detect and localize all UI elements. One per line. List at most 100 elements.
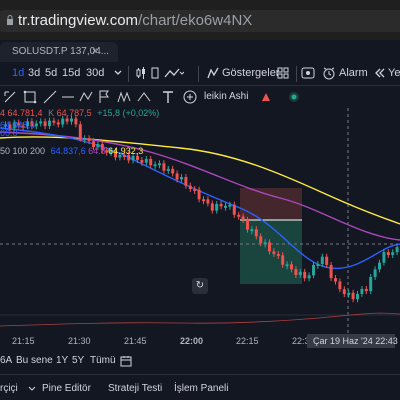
candle-body[interactable] [334, 278, 337, 282]
take-profit-zone[interactable] [240, 220, 302, 284]
bars-icon[interactable] [148, 66, 162, 80]
flag-icon[interactable] [96, 89, 112, 105]
interval-15d-button[interactable]: 15d [62, 67, 81, 79]
reset-chart-icon[interactable]: ↻ [192, 278, 208, 294]
candle-body[interactable] [118, 154, 122, 158]
replay-icon[interactable] [374, 67, 386, 79]
candle-body[interactable] [373, 269, 377, 278]
range-ytd-button[interactable]: Bu sene [16, 355, 53, 366]
candle-body[interactable] [276, 253, 280, 256]
indicators-button[interactable]: Göstergeler [222, 67, 280, 79]
interval-3d-button[interactable]: 3d [28, 67, 41, 79]
candle-body[interactable] [8, 124, 12, 129]
ma-fast-line[interactable] [0, 127, 400, 270]
text-tool-icon[interactable] [160, 89, 176, 105]
candle-body[interactable] [26, 121, 29, 127]
candle-body[interactable] [329, 264, 333, 279]
candle-body[interactable] [48, 120, 51, 127]
candle-body[interactable] [171, 168, 175, 174]
candle-body[interactable] [210, 203, 214, 211]
candle-body[interactable] [395, 247, 399, 253]
candle-body[interactable] [39, 121, 43, 124]
candle-body[interactable] [158, 163, 161, 166]
candle-body[interactable] [268, 242, 271, 252]
alarm-clock-icon[interactable] [322, 66, 336, 80]
price-chart[interactable]: 4 64.781,4 K 64.787,5 +15,8 (+0,02%) 64.… [0, 108, 400, 334]
candle-body[interactable] [127, 154, 131, 161]
candle-body[interactable] [316, 263, 320, 266]
candle-body[interactable] [351, 292, 355, 300]
horizontal-line-icon[interactable] [60, 89, 76, 105]
candle-body[interactable] [114, 150, 117, 158]
replay-button[interactable]: Ye [388, 67, 400, 79]
tab-solusdt[interactable]: SOLUSDT.P 137,04... × [0, 42, 118, 62]
candle-body[interactable] [219, 203, 223, 207]
candle-body[interactable] [56, 122, 60, 125]
candle-body[interactable] [83, 138, 87, 141]
range-6m-button[interactable]: 6A [0, 355, 13, 366]
candle-body[interactable] [391, 252, 395, 255]
candle-body[interactable] [188, 185, 192, 190]
range-all-button[interactable]: Tümü [90, 355, 116, 366]
stop-loss-zone[interactable] [240, 188, 302, 220]
candle-body[interactable] [246, 219, 249, 230]
candle-body[interactable] [92, 141, 95, 148]
candle-body[interactable] [61, 118, 65, 125]
candle-body[interactable] [96, 143, 100, 148]
candle-body[interactable] [281, 255, 285, 265]
zigzag-icon[interactable] [116, 89, 132, 105]
candle-body[interactable] [52, 120, 56, 123]
candle-body[interactable] [206, 199, 210, 204]
candle-body[interactable] [21, 125, 25, 128]
candle-body[interactable] [360, 288, 364, 294]
candle-body[interactable] [17, 122, 21, 126]
address-field[interactable] [0, 10, 400, 32]
candle-body[interactable] [325, 256, 329, 265]
rectangle-select-icon[interactable] [22, 89, 38, 105]
line-chart-icon[interactable] [164, 66, 184, 80]
candle-body[interactable] [175, 173, 179, 180]
time-axis[interactable]: 21:15 21:30 21:45 22:00 22:15 22:3 Çar 1… [0, 334, 400, 348]
candle-body[interactable] [144, 158, 148, 163]
candle-body[interactable] [378, 262, 381, 270]
candle-body[interactable] [153, 164, 157, 167]
candle-body[interactable] [4, 124, 7, 127]
candle-body[interactable] [237, 214, 241, 217]
candle-body[interactable] [30, 121, 34, 127]
candle-body[interactable] [356, 293, 359, 300]
candle-body[interactable] [298, 271, 302, 275]
candle-body[interactable] [100, 143, 104, 151]
legend-row-ma[interactable]: 50 100 200 64.837,6 64.8 64.932,3 [0, 146, 144, 156]
candle-body[interactable] [272, 251, 276, 254]
chart-type-label[interactable]: leikin Ashi [204, 91, 249, 102]
interval-5d-button[interactable]: 5d [45, 67, 58, 79]
candle-body[interactable] [136, 156, 139, 160]
candle-body[interactable] [224, 205, 227, 208]
ma-mid-line[interactable] [0, 131, 400, 241]
candle-body[interactable] [369, 277, 373, 292]
candle-body[interactable] [202, 199, 205, 202]
candle-body[interactable] [232, 204, 236, 215]
candle-body[interactable] [263, 242, 267, 245]
candle-body[interactable] [294, 269, 298, 275]
close-icon[interactable]: × [92, 46, 98, 57]
calendar-icon[interactable] [120, 355, 132, 367]
candle-body[interactable] [259, 236, 263, 244]
alarm-button[interactable]: Alarm [339, 67, 368, 79]
url-text[interactable]: tr.tradingview.com/chart/eko6w4NX [18, 12, 253, 29]
candle-body[interactable] [65, 118, 69, 122]
candle-body[interactable] [364, 288, 368, 292]
interval-30d-button[interactable]: 30d [86, 67, 105, 79]
candle-body[interactable] [105, 150, 109, 153]
chevron-down-icon[interactable] [112, 67, 124, 79]
alert-settings-icon[interactable] [300, 66, 316, 80]
candle-body[interactable] [43, 121, 47, 127]
candle-body[interactable] [338, 281, 342, 290]
compare-plus-icon[interactable] [182, 89, 198, 105]
candle-body[interactable] [386, 252, 390, 255]
candle-body[interactable] [347, 292, 351, 295]
candle-body[interactable] [285, 264, 289, 267]
candle-body[interactable] [12, 122, 16, 129]
candle-body[interactable] [34, 123, 38, 127]
tab-screener[interactable]: rçiçi [0, 383, 18, 394]
